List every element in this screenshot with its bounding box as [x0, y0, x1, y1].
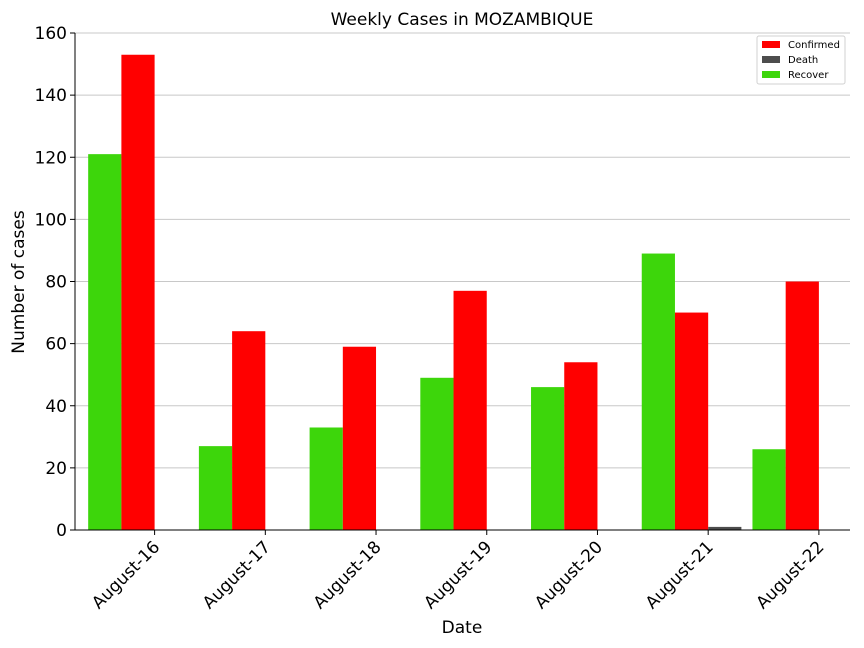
legend: Confirmed Death Recover: [756, 35, 846, 85]
legend-label-death: Death: [788, 55, 818, 66]
y-tick-label: 80: [45, 273, 67, 293]
bar-confirmed-august-21: [674, 312, 709, 530]
bar-recover-august-19: [420, 377, 454, 530]
bars: [88, 54, 819, 531]
y-tick-label: 100: [35, 210, 67, 230]
bar-confirmed-august-22: [785, 281, 819, 530]
bar-confirmed-august-19: [453, 290, 487, 530]
legend-label-recover: Recover: [788, 70, 829, 81]
x-tick-label: August-16: [88, 537, 164, 613]
bar-recover-august-20: [531, 387, 565, 530]
legend-swatch-death: [762, 56, 780, 63]
x-axis-label: Date: [442, 618, 483, 638]
x-tick-label: August-21: [642, 537, 718, 613]
x-tick-label: August-22: [753, 537, 829, 613]
legend-label-confirmed: Confirmed: [788, 40, 840, 51]
bar-recover-august-21: [641, 253, 675, 530]
y-tick-label: 60: [45, 335, 67, 355]
x-tick-label: August-19: [420, 537, 496, 613]
y-ticks: 0 20 40 60 80 100 120 140 160: [35, 24, 75, 541]
y-tick-label: 0: [56, 521, 67, 541]
bar-confirmed-august-16: [121, 54, 155, 531]
bar-confirmed-august-17: [232, 331, 266, 530]
y-tick-label: 120: [35, 148, 67, 168]
y-tick-label: 40: [45, 397, 67, 417]
bar-confirmed-august-20: [564, 362, 598, 530]
y-tick-label: 140: [35, 86, 67, 106]
chart-title: Weekly Cases in MOZAMBIQUE: [331, 10, 594, 30]
y-tick-label: 160: [35, 24, 67, 44]
x-tick-label: August-20: [531, 537, 607, 613]
bar-recover-august-18: [309, 427, 343, 530]
legend-swatch-recover: [762, 71, 780, 78]
y-tick-label: 20: [45, 459, 67, 479]
x-tick-label: August-18: [310, 537, 386, 613]
bar-death-august-21: [708, 526, 742, 530]
y-axis-label: Number of cases: [9, 210, 29, 354]
bar-confirmed-august-18: [342, 346, 377, 530]
bar-recover-august-16: [88, 154, 122, 531]
bar-recover-august-17: [198, 446, 233, 530]
x-ticks: August-16 August-17 August-18 August-19 Augu…: [88, 530, 828, 613]
legend-swatch-confirmed: [762, 41, 780, 48]
x-tick-label: August-17: [199, 537, 275, 613]
bar-recover-august-22: [752, 449, 786, 530]
